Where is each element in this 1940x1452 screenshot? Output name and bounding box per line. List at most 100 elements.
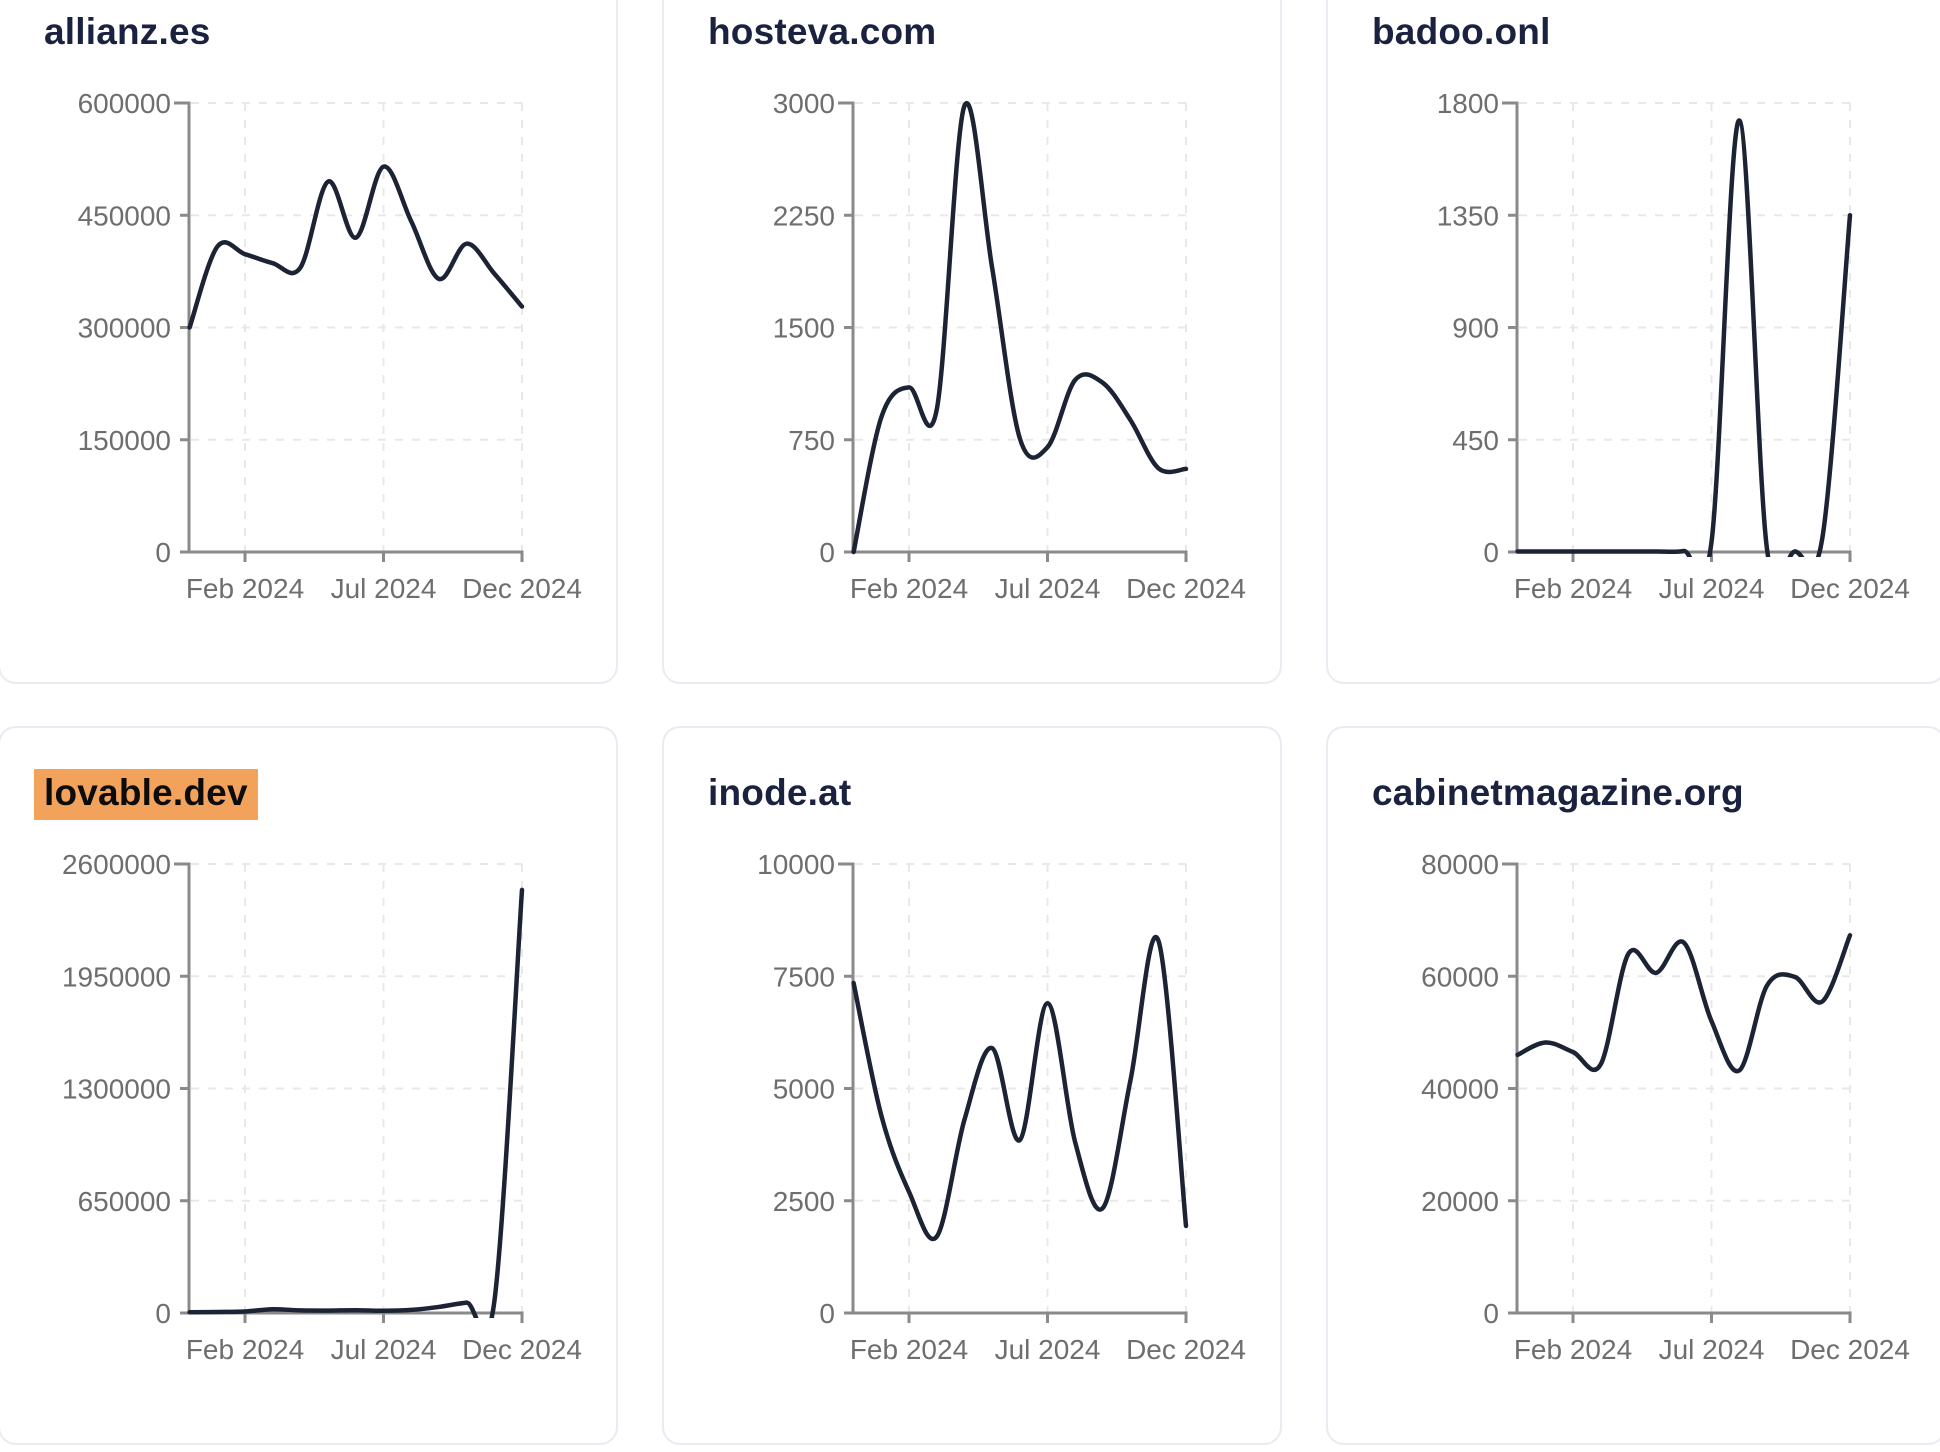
axes (838, 862, 1188, 1323)
y-tick-label: 60000 (1421, 961, 1499, 992)
axes (1502, 862, 1852, 1323)
x-tick-label: Feb 2024 (850, 1334, 968, 1365)
series-line (851, 100, 1189, 555)
x-tick-label: Dec 2024 (1126, 1334, 1246, 1365)
x-tick-label: Dec 2024 (462, 573, 582, 604)
line-chart: 0 750 1500 2250 3000 Feb 2024 Jul 2024 Dec 2024 (773, 88, 1246, 604)
y-tick-label: 450000 (78, 200, 171, 231)
y-tick-label: 5000 (773, 1074, 835, 1105)
x-tick-label: Feb 2024 (1514, 573, 1632, 604)
line-chart: 0 650000 1300000 1950000 2600000 Feb 2024 Jul … (62, 849, 582, 1365)
x-axis (853, 1311, 1188, 1323)
y-tick-label: 0 (819, 1298, 835, 1329)
series-line (187, 887, 525, 1318)
y-tick-label: 1500 (773, 313, 835, 344)
line-chart: 0 150000 300000 450000 600000 Feb 2024 Jul 202… (78, 88, 582, 604)
x-tick-label: Dec 2024 (462, 1334, 582, 1365)
axes (174, 862, 524, 1323)
y-tick-label: 7500 (773, 961, 835, 992)
y-tick-label: 300000 (78, 313, 171, 344)
y-tick-label: 2600000 (62, 849, 171, 880)
y-axis (838, 862, 855, 1313)
axes (838, 101, 1188, 562)
y-tick-label: 1300000 (62, 1074, 171, 1105)
series-line (1515, 933, 1853, 1074)
x-tick-label: Jul 2024 (1659, 1334, 1765, 1365)
chart-title: cabinetmagazine.org (1372, 772, 1744, 813)
y-tick-label: 1350 (1437, 200, 1499, 231)
chart-title: inode.at (708, 772, 852, 813)
x-tick-label: Jul 2024 (995, 573, 1101, 604)
y-tick-label: 650000 (78, 1186, 171, 1217)
x-axis (1517, 1311, 1852, 1323)
tick-labels: 0 750 1500 2250 3000 Feb 2024 Jul 2024 Dec 2024 (773, 88, 1246, 604)
x-tick-label: Jul 2024 (331, 573, 437, 604)
tick-labels: 0 150000 300000 450000 600000 Feb 2024 Jul 202… (78, 88, 582, 604)
chart-card: lovable.dev 0 650000 1300000 1950000 2600000… (0, 726, 618, 1445)
y-tick-label: 450 (1452, 425, 1499, 456)
tick-labels: 0 450 900 1350 1800 Feb 2024 Jul 2024 Dec 2024 (1437, 88, 1910, 604)
chart-title: badoo.onl (1372, 11, 1551, 52)
x-tick-label: Feb 2024 (186, 573, 304, 604)
chart-title: lovable.dev (34, 769, 258, 820)
y-tick-label: 0 (1483, 537, 1499, 568)
chart-title: hosteva.com (708, 11, 937, 52)
x-tick-label: Feb 2024 (186, 1334, 304, 1365)
chart-card: cabinetmagazine.org 0 20000 40000 60000 8000… (1326, 726, 1940, 1445)
series-line (1515, 118, 1853, 557)
y-axis (838, 101, 855, 552)
axes (1502, 101, 1852, 562)
x-tick-label: Feb 2024 (850, 573, 968, 604)
gridlines (191, 102, 530, 552)
gridlines (855, 102, 1194, 552)
y-tick-label: 600000 (78, 88, 171, 119)
chart-card: inode.at 0 2500 5000 7500 10000 Feb 2024 Jul 2… (662, 726, 1282, 1445)
y-axis (174, 101, 191, 552)
gridlines (855, 863, 1194, 1313)
y-tick-label: 0 (155, 537, 171, 568)
tick-labels: 0 650000 1300000 1950000 2600000 Feb 2024 Jul … (62, 849, 582, 1365)
axes (174, 101, 524, 562)
y-tick-label: 3000 (773, 88, 835, 119)
gridlines (1519, 102, 1858, 552)
y-axis (1502, 862, 1519, 1313)
tick-labels: 0 2500 5000 7500 10000 Feb 2024 Jul 2024 Dec 20… (757, 849, 1246, 1365)
x-tick-label: Dec 2024 (1790, 1334, 1910, 1365)
line-chart: 0 2500 5000 7500 10000 Feb 2024 Jul 2024 Dec 20… (757, 849, 1246, 1365)
y-tick-label: 2250 (773, 200, 835, 231)
series-line (851, 934, 1189, 1242)
chart-card: allianz.es 0 150000 300000 450000 600000 Feb … (0, 0, 618, 684)
y-tick-label: 1800 (1437, 88, 1499, 119)
x-tick-label: Jul 2024 (1659, 573, 1765, 604)
y-axis (174, 862, 191, 1313)
x-tick-label: Jul 2024 (995, 1334, 1101, 1365)
line-chart: 0 20000 40000 60000 80000 Feb 2024 Jul 2024 Dec… (1421, 849, 1910, 1365)
y-tick-label: 10000 (757, 849, 835, 880)
y-tick-label: 150000 (78, 425, 171, 456)
chart-card: badoo.onl 0 450 900 1350 1800 Feb 2024 Jul 202… (1326, 0, 1940, 684)
y-tick-label: 0 (155, 1298, 171, 1329)
x-axis (189, 550, 524, 562)
y-tick-label: 0 (819, 537, 835, 568)
y-tick-label: 750 (788, 425, 835, 456)
chart-title: allianz.es (44, 11, 211, 52)
y-tick-label: 2500 (773, 1186, 835, 1217)
y-tick-label: 1950000 (62, 961, 171, 992)
line-chart: 0 450 900 1350 1800 Feb 2024 Jul 2024 Dec 2024 (1437, 88, 1910, 604)
y-tick-label: 900 (1452, 313, 1499, 344)
y-tick-label: 80000 (1421, 849, 1499, 880)
gridlines (191, 863, 530, 1313)
x-tick-label: Feb 2024 (1514, 1334, 1632, 1365)
y-tick-label: 20000 (1421, 1186, 1499, 1217)
x-axis (189, 1311, 524, 1323)
tick-labels: 0 20000 40000 60000 80000 Feb 2024 Jul 2024 Dec… (1421, 849, 1910, 1365)
x-tick-label: Dec 2024 (1126, 573, 1246, 604)
series-line (187, 164, 525, 330)
gridlines (1519, 863, 1858, 1313)
x-tick-label: Dec 2024 (1790, 573, 1910, 604)
chart-card: hosteva.com 0 750 1500 2250 3000 Feb 2024 Jul … (662, 0, 1282, 684)
y-tick-label: 40000 (1421, 1074, 1499, 1105)
y-axis (1502, 101, 1519, 552)
x-axis (853, 550, 1188, 562)
